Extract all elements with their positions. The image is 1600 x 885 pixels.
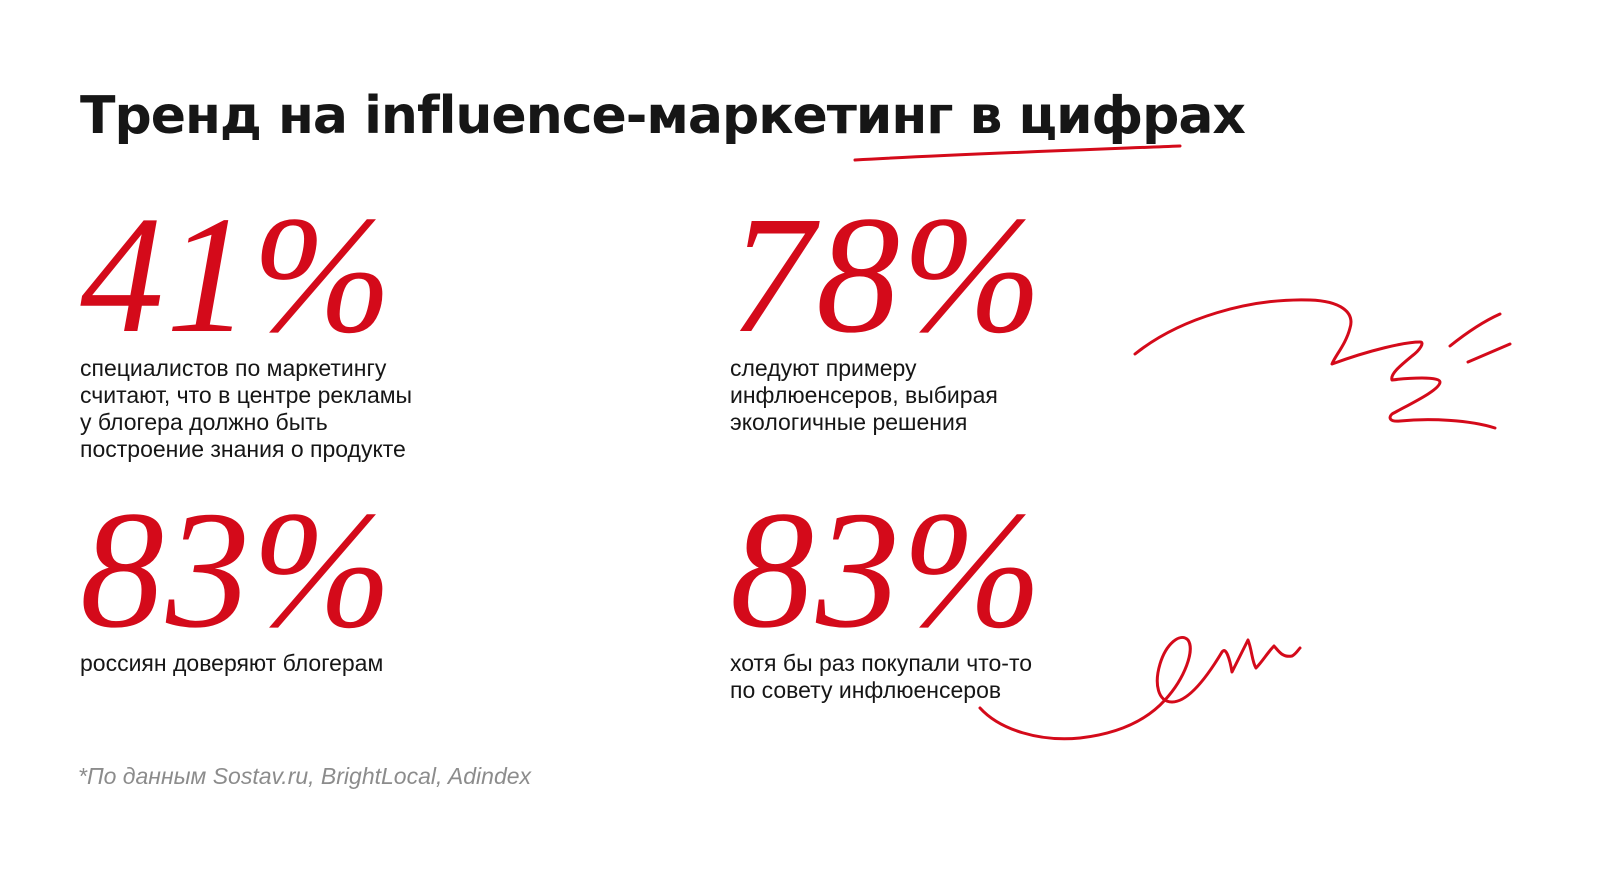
- stat-description: следуют примеру инфлюенсеров, выбирая эк…: [730, 355, 998, 435]
- zigzag-scribble: [1133, 298, 1497, 430]
- stat-description: россиян доверяют блогерам: [80, 650, 384, 676]
- stat-value: 83%: [730, 477, 1044, 663]
- motion-stroke: [1448, 312, 1502, 348]
- page-title: Тренд на influence-маркетинг в цифрах: [80, 86, 1246, 146]
- stat-value: 41%: [80, 182, 394, 368]
- stat-value: 83%: [80, 477, 394, 663]
- stat-block: 83% россиян доверяют блогерам: [80, 477, 394, 677]
- source-footnote: *По данным Sostav.ru, BrightLocal, Adind…: [78, 763, 532, 789]
- stat-block: 41% специалистов по маркетингу считают, …: [80, 182, 413, 463]
- stat-description: хотя бы раз покупали что-то по совету ин…: [730, 650, 1033, 703]
- motion-stroke: [1466, 342, 1512, 364]
- stat-value: 78%: [730, 182, 1044, 368]
- stat-block: 83% хотя бы раз покупали что-то по совет…: [730, 477, 1044, 704]
- stat-description: специалистов по маркетингу считают, что …: [80, 355, 413, 462]
- stat-block: 78% следуют примеру инфлюенсеров, выбира…: [730, 182, 1044, 436]
